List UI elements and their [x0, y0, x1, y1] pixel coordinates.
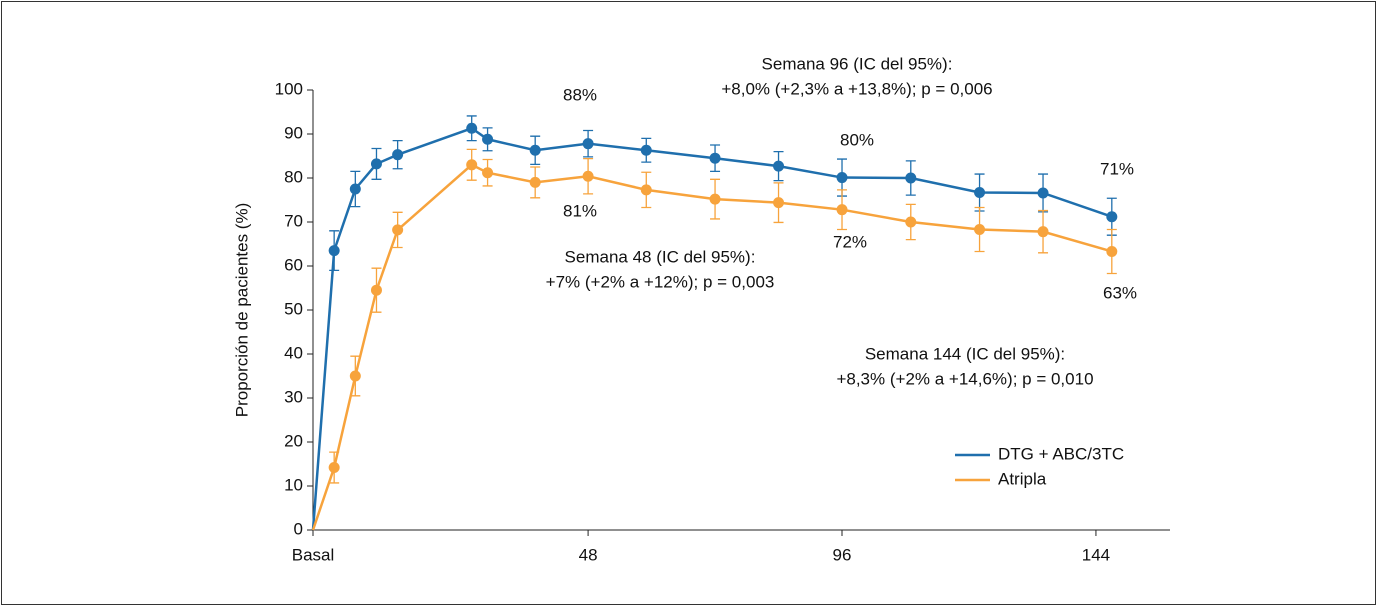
data-point — [349, 183, 361, 195]
data-point — [905, 216, 917, 228]
data-point — [529, 144, 541, 156]
data-point — [974, 187, 986, 199]
legend-label: Atripla — [998, 469, 1047, 488]
data-point — [640, 184, 652, 196]
data-point — [392, 149, 404, 161]
data-point — [1037, 187, 1049, 199]
y-tick-label: 50 — [284, 299, 303, 318]
data-point — [392, 224, 404, 236]
annotation: +7% (+2% a +12%); p = 0,003 — [546, 272, 775, 291]
data-point — [836, 204, 848, 216]
annotation: 80% — [840, 130, 874, 149]
y-tick-label: 10 — [284, 475, 303, 494]
data-point — [1106, 211, 1118, 223]
data-point — [529, 176, 541, 188]
annotation: +8,0% (+2,3% a +13,8%); p = 0,006 — [721, 79, 992, 98]
annotation: 72% — [833, 232, 867, 251]
data-point — [370, 158, 382, 170]
y-tick-label: 100 — [275, 79, 303, 98]
data-point — [773, 160, 785, 172]
y-axis-label: Proporción de pacientes (%) — [232, 203, 251, 418]
data-point — [328, 462, 340, 474]
data-point — [905, 172, 917, 184]
data-point — [582, 170, 594, 182]
annotation: Semana 48 (IC del 95%): — [565, 247, 756, 266]
annotation: 81% — [563, 201, 597, 220]
y-tick-label: 80 — [284, 167, 303, 186]
series-line — [311, 126, 1113, 531]
x-tick-label: 144 — [1082, 545, 1110, 564]
data-point — [836, 172, 848, 184]
data-point — [709, 193, 721, 205]
data-point — [640, 144, 652, 156]
x-tick-label: Basal — [292, 545, 335, 564]
data-point — [1106, 245, 1118, 257]
y-tick-label: 70 — [284, 211, 303, 230]
y-tick-label: 20 — [284, 431, 303, 450]
data-point — [370, 284, 382, 296]
data-point — [1037, 226, 1049, 238]
y-tick-label: 0 — [294, 519, 303, 538]
data-point — [482, 133, 494, 145]
x-tick-label: 96 — [833, 545, 852, 564]
x-tick-label: 48 — [579, 545, 598, 564]
annotation: 71% — [1100, 159, 1134, 178]
y-tick-label: 30 — [284, 387, 303, 406]
data-point — [466, 159, 478, 171]
data-point — [482, 167, 494, 179]
annotation: Semana 144 (IC del 95%): — [865, 344, 1065, 363]
data-point — [328, 245, 340, 257]
data-point — [582, 138, 594, 150]
data-point — [349, 370, 361, 382]
data-point — [466, 122, 478, 134]
y-tick-label: 90 — [284, 123, 303, 142]
annotation: Semana 96 (IC del 95%): — [762, 54, 953, 73]
annotation: 63% — [1103, 283, 1137, 302]
data-point — [974, 223, 986, 235]
y-tick-label: 40 — [284, 343, 303, 362]
data-point — [709, 152, 721, 164]
legend-label: DTG + ABC/3TC — [998, 444, 1124, 463]
annotation: 88% — [563, 85, 597, 104]
y-tick-label: 60 — [284, 255, 303, 274]
data-point — [773, 197, 785, 209]
annotation: +8,3% (+2% a +14,6%); p = 0,010 — [836, 369, 1093, 388]
